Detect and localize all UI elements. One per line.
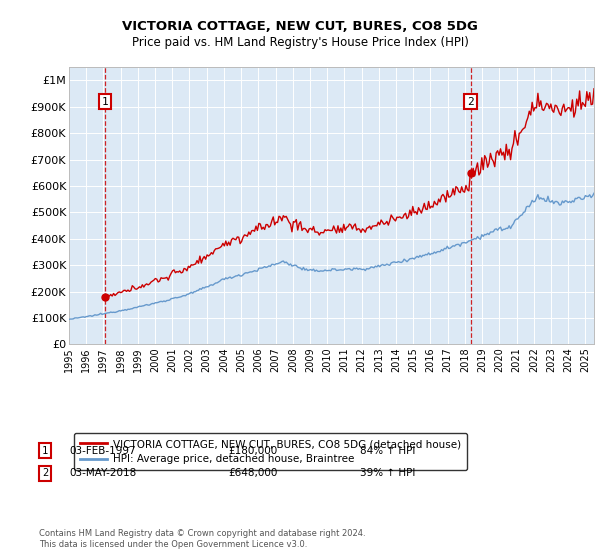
Text: Contains HM Land Registry data © Crown copyright and database right 2024.
This d: Contains HM Land Registry data © Crown c… <box>39 529 365 549</box>
Text: £180,000: £180,000 <box>228 446 277 456</box>
Text: 03-MAY-2018: 03-MAY-2018 <box>69 468 136 478</box>
Text: 1: 1 <box>101 96 108 106</box>
Text: 2: 2 <box>42 468 48 478</box>
Text: 39% ↑ HPI: 39% ↑ HPI <box>360 468 415 478</box>
Text: 1: 1 <box>42 446 48 456</box>
Text: £648,000: £648,000 <box>228 468 277 478</box>
Text: 84% ↑ HPI: 84% ↑ HPI <box>360 446 415 456</box>
Text: Price paid vs. HM Land Registry's House Price Index (HPI): Price paid vs. HM Land Registry's House … <box>131 36 469 49</box>
Text: VICTORIA COTTAGE, NEW CUT, BURES, CO8 5DG: VICTORIA COTTAGE, NEW CUT, BURES, CO8 5D… <box>122 20 478 32</box>
Text: 2: 2 <box>467 96 474 106</box>
Legend: VICTORIA COTTAGE, NEW CUT, BURES, CO8 5DG (detached house), HPI: Average price, : VICTORIA COTTAGE, NEW CUT, BURES, CO8 5D… <box>74 433 467 470</box>
Text: 03-FEB-1997: 03-FEB-1997 <box>69 446 136 456</box>
